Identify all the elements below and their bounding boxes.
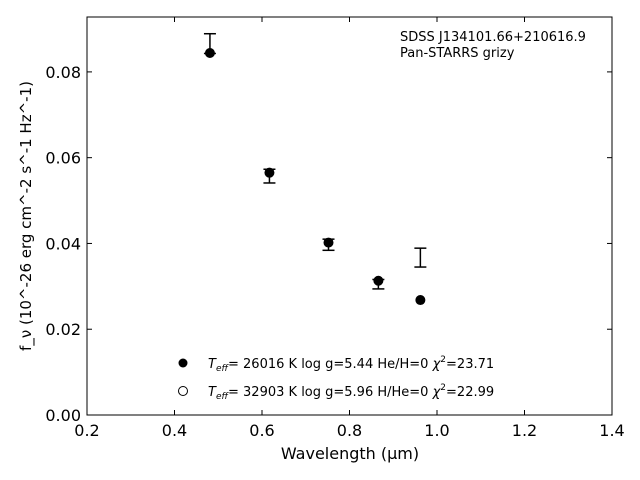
- axis-ticks: 0.2 0.4 0.6 0.8 1.0 1.2 1.4 0.00 0.02 0.04 0.06 0.0…: [45, 17, 625, 440]
- x-tick-label: 0.8: [337, 421, 362, 440]
- legend-entry-1: Teff= 26016 K log g=5.44 He/H=0 χ2=23.71: [208, 355, 494, 374]
- annotation-line-1: SDSS J134101.66+210616.9: [400, 30, 586, 45]
- model-point: [323, 237, 334, 248]
- y-tick-label: 0.04: [45, 234, 81, 253]
- legend-marker-filled: [178, 358, 188, 368]
- x-tick-label: 0.2: [74, 421, 99, 440]
- model-point: [373, 275, 384, 286]
- y-axis-label: f_ν (10^-26 erg cm^-2 s^-1 Hz^-1): [17, 81, 36, 351]
- legend: Teff= 26016 K log g=5.44 He/H=0 χ2=23.71…: [178, 355, 494, 402]
- x-tick-label: 0.4: [162, 421, 187, 440]
- model-point: [204, 48, 215, 59]
- annotation-line-2: Pan-STARRS grizy: [400, 46, 515, 61]
- model-point: [264, 167, 275, 178]
- legend-marker-open: [178, 386, 188, 396]
- y-tick-label: 0.00: [45, 406, 81, 425]
- model-point: [415, 295, 426, 306]
- x-tick-label: 1.2: [512, 421, 537, 440]
- x-axis-label: Wavelength (μm): [281, 444, 419, 463]
- x-tick-label: 1.0: [424, 421, 449, 440]
- x-tick-label: 1.4: [599, 421, 624, 440]
- legend-entry-2: Teff= 32903 K log g=5.96 H/He=0 χ2=22.99: [208, 383, 494, 402]
- plot-frame: [86, 16, 613, 416]
- y-tick-label: 0.06: [45, 149, 81, 168]
- y-tick-label: 0.02: [45, 320, 81, 339]
- plot-marks: [203, 32, 427, 306]
- x-tick-label: 0.6: [249, 421, 274, 440]
- y-tick-label: 0.08: [45, 63, 81, 82]
